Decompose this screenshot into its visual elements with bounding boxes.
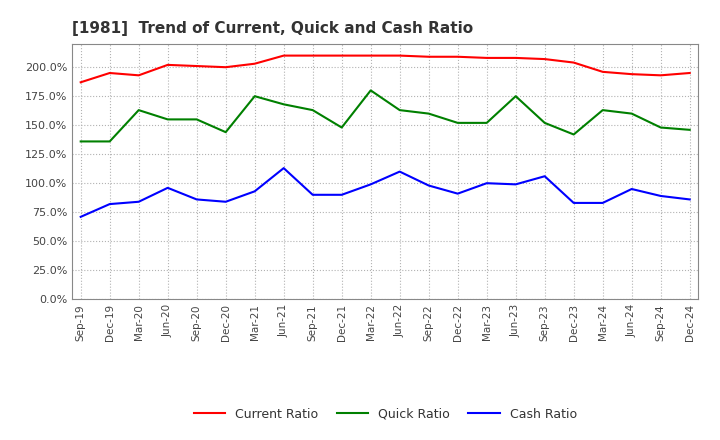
Line: Current Ratio: Current Ratio [81, 55, 690, 82]
Quick Ratio [338, 125, 346, 130]
Quick Ratio [424, 111, 433, 116]
Quick Ratio [511, 94, 520, 99]
Cash Ratio [76, 214, 85, 220]
Quick Ratio [163, 117, 172, 122]
Quick Ratio [366, 88, 375, 93]
Cash Ratio [338, 192, 346, 198]
Quick Ratio [627, 111, 636, 116]
Legend: Current Ratio, Quick Ratio, Cash Ratio: Current Ratio, Quick Ratio, Cash Ratio [189, 403, 582, 425]
Current Ratio [192, 63, 201, 69]
Quick Ratio [454, 120, 462, 125]
Cash Ratio [511, 182, 520, 187]
Quick Ratio [192, 117, 201, 122]
Cash Ratio [454, 191, 462, 196]
Cash Ratio [598, 200, 607, 205]
Cash Ratio [279, 165, 288, 171]
Current Ratio [511, 55, 520, 61]
Quick Ratio [657, 125, 665, 130]
Line: Cash Ratio: Cash Ratio [81, 168, 690, 217]
Cash Ratio [366, 182, 375, 187]
Current Ratio [395, 53, 404, 58]
Cash Ratio [570, 200, 578, 205]
Cash Ratio [135, 199, 143, 205]
Quick Ratio [482, 120, 491, 125]
Cash Ratio [192, 197, 201, 202]
Cash Ratio [221, 199, 230, 205]
Quick Ratio [221, 129, 230, 135]
Current Ratio [627, 72, 636, 77]
Cash Ratio [105, 202, 114, 207]
Text: [1981]  Trend of Current, Quick and Cash Ratio: [1981] Trend of Current, Quick and Cash … [72, 21, 473, 36]
Cash Ratio [627, 187, 636, 192]
Current Ratio [541, 56, 549, 62]
Cash Ratio [308, 192, 317, 198]
Cash Ratio [685, 197, 694, 202]
Current Ratio [308, 53, 317, 58]
Current Ratio [163, 62, 172, 67]
Cash Ratio [395, 169, 404, 174]
Quick Ratio [76, 139, 85, 144]
Cash Ratio [541, 174, 549, 179]
Current Ratio [76, 80, 85, 85]
Cash Ratio [657, 193, 665, 198]
Current Ratio [482, 55, 491, 61]
Quick Ratio [308, 107, 317, 113]
Current Ratio [454, 54, 462, 59]
Current Ratio [279, 53, 288, 58]
Current Ratio [221, 65, 230, 70]
Quick Ratio [105, 139, 114, 144]
Cash Ratio [482, 180, 491, 186]
Quick Ratio [135, 107, 143, 113]
Current Ratio [251, 61, 259, 66]
Quick Ratio [541, 120, 549, 125]
Current Ratio [105, 70, 114, 76]
Quick Ratio [395, 107, 404, 113]
Current Ratio [570, 60, 578, 65]
Current Ratio [338, 53, 346, 58]
Current Ratio [685, 70, 694, 76]
Current Ratio [366, 53, 375, 58]
Current Ratio [598, 69, 607, 74]
Cash Ratio [251, 189, 259, 194]
Current Ratio [424, 54, 433, 59]
Cash Ratio [424, 183, 433, 188]
Quick Ratio [570, 132, 578, 137]
Quick Ratio [598, 107, 607, 113]
Current Ratio [657, 73, 665, 78]
Line: Quick Ratio: Quick Ratio [81, 90, 690, 141]
Cash Ratio [163, 185, 172, 191]
Quick Ratio [685, 127, 694, 132]
Quick Ratio [251, 94, 259, 99]
Quick Ratio [279, 102, 288, 107]
Current Ratio [135, 73, 143, 78]
